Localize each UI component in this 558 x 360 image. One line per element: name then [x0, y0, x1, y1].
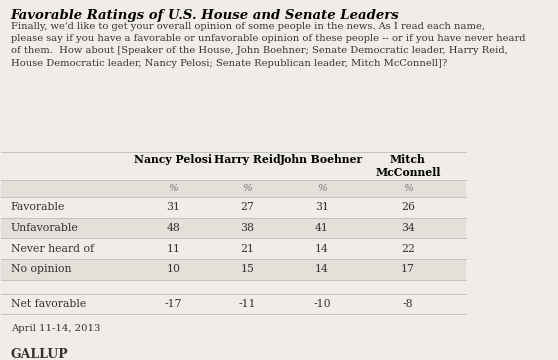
Text: April 11-14, 2013: April 11-14, 2013: [11, 324, 100, 333]
Text: 41: 41: [315, 223, 329, 233]
Text: John Boehner: John Boehner: [280, 154, 363, 165]
Text: %: %: [403, 184, 413, 193]
Text: -11: -11: [239, 299, 256, 309]
Text: 26: 26: [401, 202, 415, 212]
Text: Harry Reid: Harry Reid: [214, 154, 281, 165]
Text: 48: 48: [166, 223, 180, 233]
Text: Nancy Pelosi: Nancy Pelosi: [134, 154, 213, 165]
Text: 11: 11: [166, 244, 180, 254]
Text: Favorable Ratings of U.S. House and Senate Leaders: Favorable Ratings of U.S. House and Sena…: [11, 9, 400, 22]
Text: GALLUP: GALLUP: [11, 348, 69, 360]
Text: 15: 15: [240, 264, 254, 274]
Text: 14: 14: [315, 264, 329, 274]
Text: Net favorable: Net favorable: [11, 299, 86, 309]
FancyBboxPatch shape: [1, 259, 466, 280]
Text: 10: 10: [166, 264, 180, 274]
Text: 38: 38: [240, 223, 254, 233]
FancyBboxPatch shape: [1, 180, 466, 197]
Text: %: %: [243, 184, 253, 193]
Text: Mitch
McConnell: Mitch McConnell: [375, 154, 441, 178]
FancyBboxPatch shape: [1, 217, 466, 238]
Text: %: %: [317, 184, 327, 193]
Text: 17: 17: [401, 264, 415, 274]
Text: -10: -10: [313, 299, 331, 309]
Text: Unfavorable: Unfavorable: [11, 223, 79, 233]
Text: 22: 22: [401, 244, 415, 254]
Text: Finally, we'd like to get your overall opinion of some people in the news. As I : Finally, we'd like to get your overall o…: [11, 22, 525, 68]
Text: -17: -17: [165, 299, 182, 309]
Text: Never heard of: Never heard of: [11, 244, 94, 254]
Text: No opinion: No opinion: [11, 264, 71, 274]
Text: %: %: [169, 184, 178, 193]
Text: -8: -8: [402, 299, 413, 309]
Text: 21: 21: [240, 244, 254, 254]
Text: Favorable: Favorable: [11, 202, 65, 212]
Text: 34: 34: [401, 223, 415, 233]
Text: 27: 27: [240, 202, 254, 212]
Text: 31: 31: [315, 202, 329, 212]
Text: 31: 31: [166, 202, 180, 212]
Text: 14: 14: [315, 244, 329, 254]
